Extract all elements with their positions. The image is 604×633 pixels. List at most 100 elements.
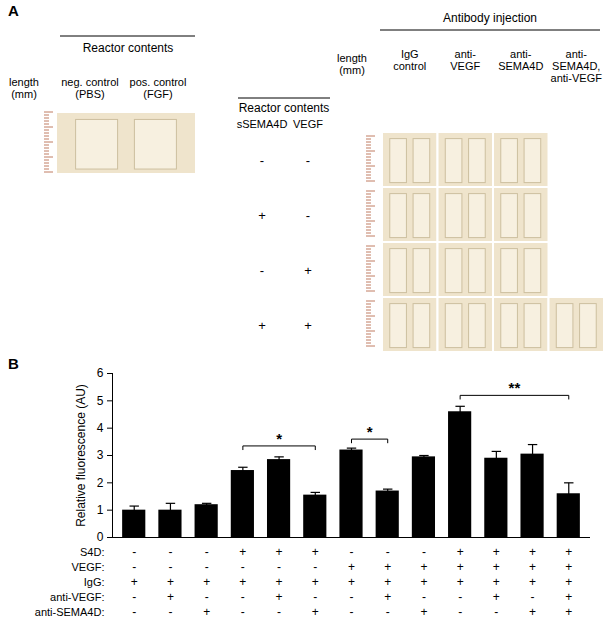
svg-text:-: - bbox=[132, 590, 136, 604]
svg-text:+: + bbox=[493, 545, 500, 559]
svg-text:+: + bbox=[384, 560, 391, 574]
svg-text:+: + bbox=[304, 263, 312, 278]
svg-text:+: + bbox=[565, 605, 572, 619]
svg-text:+: + bbox=[565, 590, 572, 604]
svg-text:+: + bbox=[493, 590, 500, 604]
svg-text:length(mm): length(mm) bbox=[337, 52, 367, 76]
svg-text:+: + bbox=[565, 545, 572, 559]
svg-text:+: + bbox=[457, 560, 464, 574]
svg-text:anti-SEMA4D,anti-VEGF: anti-SEMA4D,anti-VEGF bbox=[551, 48, 603, 84]
svg-text:Antibody injection: Antibody injection bbox=[443, 11, 537, 25]
svg-text:-: - bbox=[168, 545, 172, 559]
svg-text:-: - bbox=[205, 545, 209, 559]
svg-text:anti-VEGF:: anti-VEGF: bbox=[50, 591, 104, 603]
svg-text:*: * bbox=[276, 430, 282, 447]
svg-text:3: 3 bbox=[97, 448, 104, 462]
svg-text:-: - bbox=[386, 545, 390, 559]
svg-text:+: + bbox=[565, 575, 572, 589]
svg-text:pos. control(FGF): pos. control(FGF) bbox=[130, 76, 187, 100]
svg-text:+: + bbox=[493, 560, 500, 574]
svg-text:-: - bbox=[277, 605, 281, 619]
svg-text:2: 2 bbox=[97, 476, 104, 490]
svg-text:+: + bbox=[239, 545, 246, 559]
svg-text:+: + bbox=[304, 318, 312, 333]
svg-text:+: + bbox=[384, 575, 391, 589]
svg-text:Relative fluorescence (AU): Relative fluorescence (AU) bbox=[74, 384, 88, 527]
svg-text:-: - bbox=[531, 590, 535, 604]
svg-text:5: 5 bbox=[97, 394, 104, 408]
svg-text:-: - bbox=[241, 560, 245, 574]
svg-text:+: + bbox=[167, 590, 174, 604]
svg-text:+: + bbox=[167, 575, 174, 589]
svg-text:sSEMA4D: sSEMA4D bbox=[237, 118, 288, 130]
svg-text:-: - bbox=[306, 208, 310, 223]
svg-text:S4D:: S4D: bbox=[80, 546, 104, 558]
svg-text:+: + bbox=[239, 575, 246, 589]
svg-text:-: - bbox=[132, 545, 136, 559]
svg-text:+: + bbox=[276, 545, 283, 559]
svg-text:+: + bbox=[312, 545, 319, 559]
svg-text:Reactor contents: Reactor contents bbox=[239, 101, 330, 115]
svg-text:+: + bbox=[420, 560, 427, 574]
svg-text:+: + bbox=[529, 605, 536, 619]
svg-text:neg. control(PBS): neg. control(PBS) bbox=[61, 76, 118, 100]
svg-text:Reactor contents: Reactor contents bbox=[83, 41, 174, 55]
svg-text:+: + bbox=[565, 560, 572, 574]
svg-text:+: + bbox=[529, 575, 536, 589]
svg-text:-: - bbox=[168, 560, 172, 574]
svg-text:anti-SEMA4D:: anti-SEMA4D: bbox=[35, 606, 105, 618]
svg-text:length(mm): length(mm) bbox=[9, 76, 39, 100]
svg-text:+: + bbox=[420, 575, 427, 589]
svg-text:VEGF: VEGF bbox=[293, 118, 323, 130]
svg-text:+: + bbox=[348, 560, 355, 574]
svg-text:-: - bbox=[350, 605, 354, 619]
svg-text:+: + bbox=[258, 208, 266, 223]
svg-text:-: - bbox=[260, 153, 264, 168]
svg-text:-: - bbox=[132, 560, 136, 574]
svg-text:-: - bbox=[132, 605, 136, 619]
svg-text:-: - bbox=[241, 605, 245, 619]
svg-text:+: + bbox=[276, 590, 283, 604]
svg-text:+: + bbox=[348, 575, 355, 589]
svg-text:+: + bbox=[203, 575, 210, 589]
svg-text:-: - bbox=[350, 545, 354, 559]
svg-text:-: - bbox=[313, 590, 317, 604]
svg-text:*: * bbox=[367, 423, 373, 440]
svg-text:+: + bbox=[131, 575, 138, 589]
svg-text:1: 1 bbox=[97, 503, 104, 517]
svg-text:+: + bbox=[312, 605, 319, 619]
svg-text:+: + bbox=[493, 575, 500, 589]
svg-text:-: - bbox=[277, 560, 281, 574]
svg-text:+: + bbox=[384, 590, 391, 604]
svg-text:+: + bbox=[312, 575, 319, 589]
svg-text:IgGcontrol: IgGcontrol bbox=[393, 48, 426, 72]
svg-text:+: + bbox=[258, 318, 266, 333]
svg-text:+: + bbox=[529, 560, 536, 574]
svg-text:6: 6 bbox=[97, 366, 104, 380]
svg-text:-: - bbox=[260, 263, 264, 278]
svg-text:-: - bbox=[350, 590, 354, 604]
svg-text:-: - bbox=[205, 590, 209, 604]
svg-text:4: 4 bbox=[97, 421, 104, 435]
svg-text:-: - bbox=[422, 545, 426, 559]
svg-text:anti-SEMA4D: anti-SEMA4D bbox=[498, 48, 543, 72]
svg-text:+: + bbox=[420, 605, 427, 619]
svg-text:+: + bbox=[457, 575, 464, 589]
svg-text:-: - bbox=[422, 590, 426, 604]
svg-text:-: - bbox=[458, 605, 462, 619]
svg-text:-: - bbox=[386, 605, 390, 619]
svg-text:+: + bbox=[457, 545, 464, 559]
svg-text:anti-VEGF: anti-VEGF bbox=[450, 48, 480, 72]
svg-text:+: + bbox=[203, 605, 210, 619]
svg-text:VEGF:: VEGF: bbox=[71, 561, 104, 573]
svg-text:-: - bbox=[205, 560, 209, 574]
svg-text:-: - bbox=[306, 153, 310, 168]
svg-text:A: A bbox=[8, 2, 19, 19]
svg-text:**: ** bbox=[509, 379, 521, 396]
svg-text:-: - bbox=[458, 590, 462, 604]
svg-text:-: - bbox=[494, 605, 498, 619]
svg-text:-: - bbox=[168, 605, 172, 619]
svg-text:-: - bbox=[313, 560, 317, 574]
svg-text:+: + bbox=[276, 575, 283, 589]
svg-text:IgG:: IgG: bbox=[84, 576, 105, 588]
